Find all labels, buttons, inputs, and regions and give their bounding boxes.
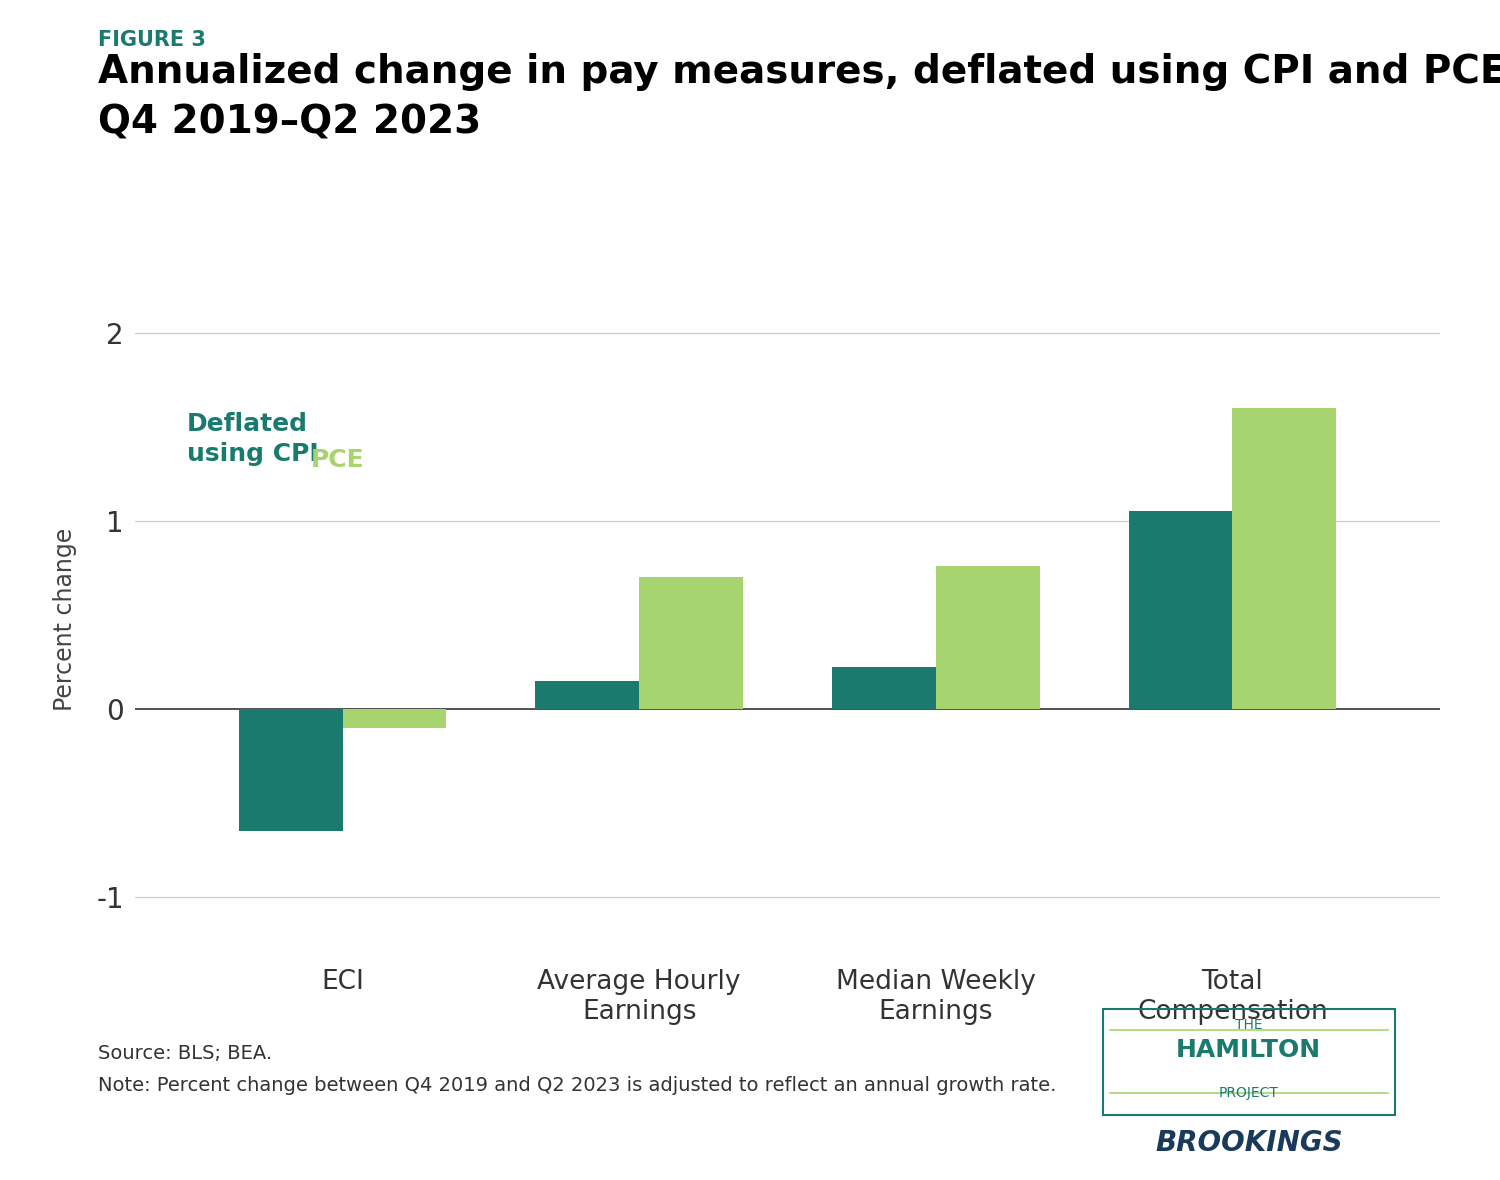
- Text: FIGURE 3: FIGURE 3: [98, 30, 206, 50]
- Text: Deflated
using CPI: Deflated using CPI: [188, 412, 320, 466]
- Text: HAMILTON: HAMILTON: [1176, 1038, 1322, 1062]
- Bar: [833, 668, 936, 709]
- Text: PROJECT: PROJECT: [1220, 1086, 1278, 1100]
- Bar: [1233, 408, 1336, 709]
- Bar: [1128, 511, 1233, 709]
- Bar: [936, 566, 1040, 709]
- Text: Note: Percent change between Q4 2019 and Q2 2023 is adjusted to reflect an annua: Note: Percent change between Q4 2019 and…: [98, 1076, 1056, 1095]
- Bar: [238, 709, 342, 831]
- Text: Source: BLS; BEA.: Source: BLS; BEA.: [98, 1044, 272, 1063]
- Text: Q4 2019–Q2 2023: Q4 2019–Q2 2023: [98, 104, 480, 142]
- Bar: [342, 709, 447, 728]
- Bar: [536, 681, 639, 709]
- Text: BROOKINGS: BROOKINGS: [1155, 1129, 1342, 1158]
- Text: Annualized change in pay measures, deflated using CPI and PCE,: Annualized change in pay measures, defla…: [98, 53, 1500, 91]
- Y-axis label: Percent change: Percent change: [53, 527, 76, 712]
- Text: THE: THE: [1234, 1018, 1263, 1032]
- Bar: [639, 577, 742, 709]
- Text: PCE: PCE: [310, 447, 364, 472]
